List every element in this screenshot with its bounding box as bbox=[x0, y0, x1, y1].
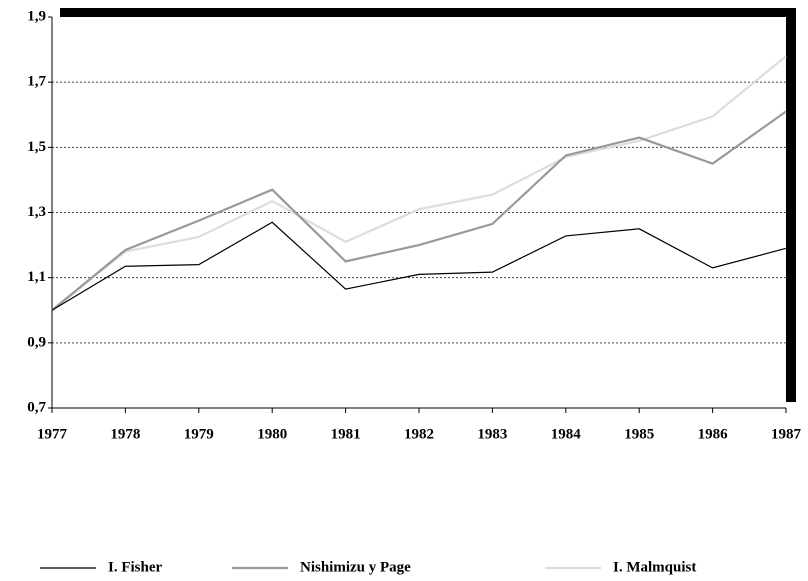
legend-label: I. Fisher bbox=[108, 559, 163, 575]
y-tick-label: 1,5 bbox=[27, 139, 46, 155]
x-tick-label: 1977 bbox=[37, 426, 68, 442]
x-tick-label: 1984 bbox=[551, 426, 582, 442]
x-tick-label: 1978 bbox=[110, 426, 140, 442]
x-tick-label: 1982 bbox=[404, 426, 434, 442]
y-tick-label: 1,9 bbox=[27, 8, 46, 24]
x-tick-label: 1980 bbox=[257, 426, 287, 442]
frame-shadow-right bbox=[786, 8, 796, 402]
y-tick-label: 1,7 bbox=[27, 74, 46, 90]
y-tick-label: 0,9 bbox=[27, 334, 46, 350]
x-tick-label: 1983 bbox=[477, 426, 507, 442]
series-line bbox=[51, 110, 787, 312]
series-line bbox=[51, 55, 787, 312]
x-tick-label: 1981 bbox=[331, 426, 361, 442]
frame-shadow-top bbox=[60, 8, 796, 17]
x-tick-label: 1985 bbox=[624, 426, 654, 442]
series-line bbox=[51, 221, 787, 311]
legend-label: I. Malmquist bbox=[613, 559, 696, 575]
legend-label: Nishimizu y Page bbox=[300, 559, 411, 575]
y-tick-label: 1,3 bbox=[27, 204, 46, 220]
y-tick-label: 0,7 bbox=[27, 399, 46, 415]
x-tick-label: 1979 bbox=[184, 426, 214, 442]
y-tick-label: 1,1 bbox=[27, 269, 46, 285]
x-tick-label: 1987 bbox=[771, 426, 802, 442]
x-tick-label: 1986 bbox=[698, 426, 729, 442]
